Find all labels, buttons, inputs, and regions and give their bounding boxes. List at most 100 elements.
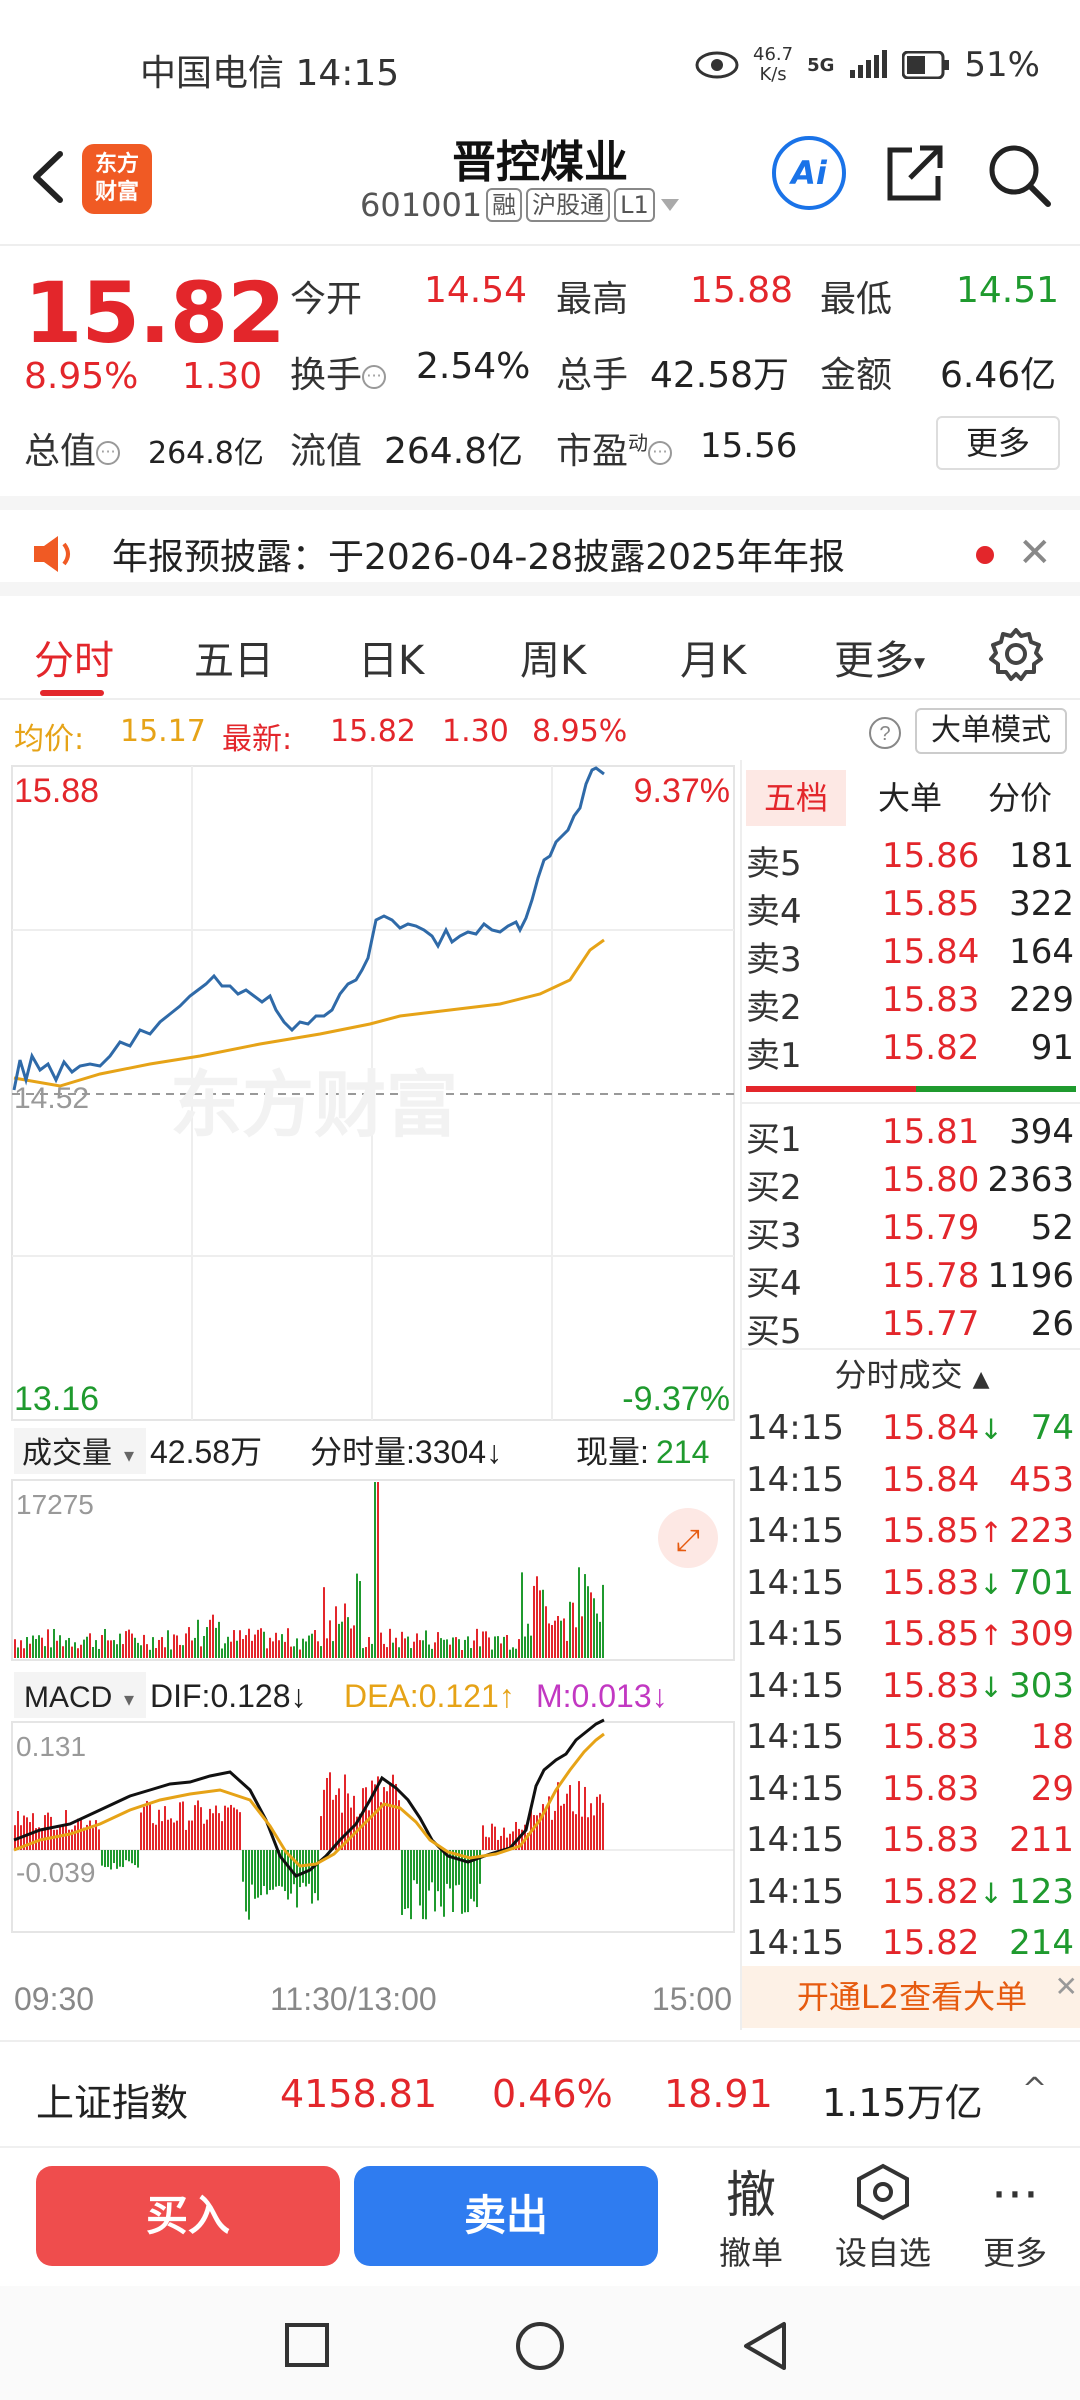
sell-button[interactable]: 卖出	[354, 2166, 658, 2266]
macd-bar	[236, 1809, 238, 1850]
more-dots-icon: ···	[991, 2166, 1039, 2224]
index-ticker-bar[interactable]: 上证指数 4158.81 0.46% 18.91 1.15万亿 ^	[0, 2040, 1080, 2144]
tab-more[interactable]: 更多▾	[834, 638, 926, 684]
volume-bar	[29, 1643, 31, 1658]
volume-bar	[482, 1631, 484, 1658]
volume-dropdown-icon[interactable]: ▾	[124, 1445, 134, 1467]
macd-bar	[545, 1809, 547, 1850]
announcement-text[interactable]: 年报预披露：于2026-04-28披露2025年年报	[112, 537, 845, 578]
help-icon[interactable]: ?	[868, 716, 902, 750]
macd-bar	[578, 1781, 580, 1850]
more-actions-button[interactable]: ··· 更多	[960, 2162, 1070, 2274]
macd-bar	[347, 1793, 349, 1850]
macd-bar	[50, 1816, 52, 1850]
turnover-value: 2.54%	[416, 346, 531, 387]
intraday-chart-svg[interactable]: 东方财富 15.88 9.37% 14.52 13.16 -9.37% 成交量 …	[0, 760, 740, 2030]
intraday-chart[interactable]: 东方财富 15.88 9.37% 14.52 13.16 -9.37% 成交量 …	[0, 760, 740, 2030]
tick-trades-title[interactable]: 分时成交 ▲	[834, 1356, 990, 1394]
svg-text:?: ?	[879, 723, 890, 745]
volume-bar	[533, 1585, 535, 1658]
ask-row[interactable]: 卖2 15.83 229	[742, 980, 1080, 1028]
close-icon[interactable]: ✕	[1054, 1970, 1078, 2003]
ask-row[interactable]: 卖5 15.86 181	[742, 836, 1080, 884]
l2-upgrade-banner[interactable]: 开通L2查看大单 ✕	[742, 1966, 1080, 2028]
macd-selector[interactable]: MACD	[24, 1681, 112, 1714]
ai-button[interactable]: Ai	[772, 136, 846, 210]
expand-icon[interactable]: ⤢	[676, 1523, 700, 1558]
home-icon[interactable]	[514, 2320, 566, 2372]
stock-code-row[interactable]: 601001 融 沪股通 L1	[360, 186, 681, 224]
macd-bar	[410, 1850, 412, 1920]
close-icon[interactable]: ✕	[1018, 530, 1052, 576]
volume-bar	[599, 1621, 601, 1658]
tick-time: 14:15	[746, 1768, 844, 1809]
macd-bar	[233, 1807, 235, 1850]
bid-row[interactable]: 买4 15.78 1196	[742, 1256, 1080, 1304]
macd-bar	[365, 1787, 367, 1850]
buy-button[interactable]: 买入	[36, 2166, 340, 2266]
macd-bar	[566, 1793, 568, 1850]
announcement-bar[interactable]: 年报预披露：于2026-04-28披露2025年年报 ✕	[0, 496, 1080, 596]
search-icon[interactable]	[984, 140, 1054, 210]
bid-row[interactable]: 买3 15.79 52	[742, 1208, 1080, 1256]
ask-row[interactable]: 卖3 15.84 164	[742, 932, 1080, 980]
big-order-mode-button[interactable]: 大单模式	[915, 708, 1067, 754]
macd-dropdown-icon[interactable]: ▾	[124, 1689, 134, 1711]
tab-monthly-k[interactable]: 月K	[680, 638, 747, 684]
tick-volume: 214	[1009, 1923, 1074, 1963]
macd-bar	[428, 1850, 430, 1891]
tab-price-distribution[interactable]: 分价	[987, 779, 1052, 817]
macd-bar	[497, 1839, 499, 1850]
volume-bar	[410, 1648, 412, 1658]
cancel-order-button[interactable]: 撤 撤单	[696, 2162, 806, 2274]
chart-bottom-price: 13.16	[14, 1380, 99, 1418]
macd-bar	[179, 1802, 181, 1850]
chevron-up-icon[interactable]: ^	[1022, 2072, 1048, 2107]
stock-code: 601001	[360, 186, 483, 224]
tab-daily-k[interactable]: 日K	[358, 638, 425, 684]
back-nav-icon[interactable]	[740, 2320, 790, 2372]
macd-selector-bg[interactable]	[14, 1672, 146, 1718]
macd-bar	[437, 1850, 439, 1892]
turnover-label: 换手 ···	[290, 346, 387, 398]
tab-intraday[interactable]: 分时	[34, 638, 114, 684]
tab-weekly-k[interactable]: 周K	[520, 638, 587, 684]
dropdown-icon[interactable]	[659, 197, 681, 213]
bid-volume: 26	[1030, 1304, 1074, 1344]
app-logo[interactable]: 东方 财富	[82, 144, 152, 214]
volume-bar	[164, 1647, 166, 1658]
share-icon[interactable]	[882, 142, 946, 206]
add-watchlist-button[interactable]: 设自选	[828, 2162, 938, 2274]
macd-bar	[227, 1807, 229, 1850]
volume-bar	[488, 1637, 490, 1658]
volume-bar	[200, 1646, 202, 1658]
tab-five-day[interactable]: 五日	[194, 638, 274, 684]
chart-tabs: 分时 五日 日K 周K 月K 更多▾	[0, 610, 1080, 700]
more-quote-button[interactable]: 更多	[936, 416, 1060, 470]
volume-selector[interactable]: 成交量	[22, 1437, 112, 1470]
macd-bar	[563, 1803, 565, 1850]
macd-bar	[572, 1811, 574, 1850]
ask-row[interactable]: 卖1 15.82 91	[742, 1028, 1080, 1076]
expand-button[interactable]	[658, 1508, 718, 1568]
net-speed: 46.7 K/s	[753, 44, 794, 85]
macd-bar	[125, 1850, 127, 1861]
tick-price: 15.85↑	[882, 1511, 1003, 1551]
bid-row[interactable]: 买1 15.81 394	[742, 1112, 1080, 1160]
bid-row[interactable]: 买5 15.77 26	[742, 1304, 1080, 1352]
macd-bar	[191, 1820, 193, 1850]
volume-selector-bg[interactable]	[14, 1428, 146, 1474]
index-percent: 0.46%	[492, 2072, 613, 2116]
settings-icon[interactable]	[988, 626, 1044, 682]
tab-five-levels[interactable]: 五档	[746, 770, 846, 826]
recent-apps-icon[interactable]	[284, 2322, 330, 2368]
bid-row[interactable]: 买2 15.80 2363	[742, 1160, 1080, 1208]
macd-bar	[452, 1850, 454, 1912]
macd-bar	[599, 1794, 601, 1850]
cancel-order-label: 撤单	[718, 2234, 783, 2272]
ask-row[interactable]: 卖4 15.85 322	[742, 884, 1080, 932]
volume-bar	[194, 1637, 196, 1658]
volume-bar	[32, 1635, 34, 1658]
tab-big-orders[interactable]: 大单	[877, 779, 942, 817]
back-icon[interactable]	[20, 142, 80, 212]
